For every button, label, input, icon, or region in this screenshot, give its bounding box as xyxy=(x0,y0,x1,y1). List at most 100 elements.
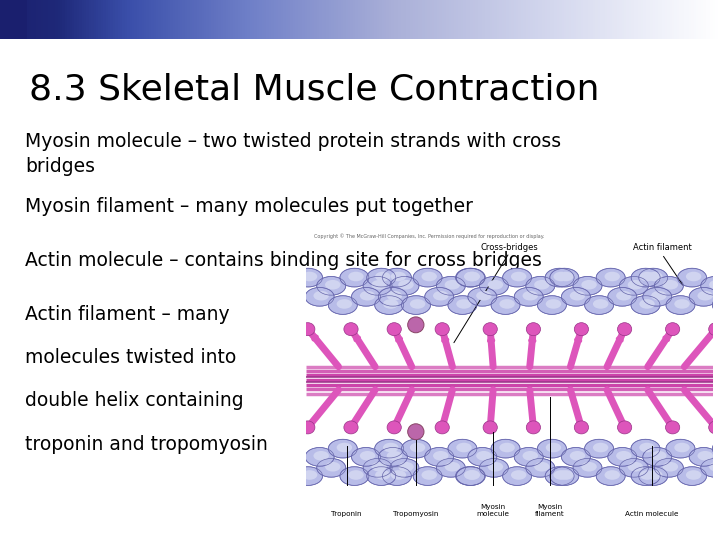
Ellipse shape xyxy=(491,296,520,314)
Bar xyxy=(571,0,574,39)
Bar xyxy=(653,0,655,39)
Bar xyxy=(698,0,701,39)
Ellipse shape xyxy=(372,280,387,289)
Ellipse shape xyxy=(408,424,424,440)
Bar xyxy=(235,0,238,39)
Bar xyxy=(315,0,317,39)
Ellipse shape xyxy=(363,276,392,295)
Ellipse shape xyxy=(665,323,680,336)
Bar xyxy=(74,0,77,39)
Ellipse shape xyxy=(562,448,590,466)
Ellipse shape xyxy=(387,451,402,461)
Ellipse shape xyxy=(305,287,334,306)
Ellipse shape xyxy=(328,296,357,314)
Bar xyxy=(408,0,410,39)
Bar xyxy=(670,0,672,39)
Ellipse shape xyxy=(328,440,357,458)
Ellipse shape xyxy=(410,443,426,453)
Bar xyxy=(413,0,415,39)
Bar xyxy=(398,0,401,39)
Ellipse shape xyxy=(573,458,602,477)
Ellipse shape xyxy=(360,291,375,301)
Bar xyxy=(7,0,9,39)
Bar xyxy=(312,0,315,39)
Ellipse shape xyxy=(639,268,667,287)
Ellipse shape xyxy=(674,299,690,309)
Bar xyxy=(516,0,518,39)
Bar xyxy=(355,0,358,39)
Bar xyxy=(394,0,396,39)
Ellipse shape xyxy=(686,272,701,281)
Ellipse shape xyxy=(639,443,654,453)
Ellipse shape xyxy=(378,287,408,306)
Bar xyxy=(243,0,245,39)
Bar xyxy=(341,0,343,39)
Ellipse shape xyxy=(698,291,713,301)
Bar xyxy=(495,0,497,39)
Bar xyxy=(146,0,149,39)
Bar xyxy=(430,0,432,39)
Ellipse shape xyxy=(483,323,498,336)
Ellipse shape xyxy=(511,272,526,281)
Bar xyxy=(610,0,612,39)
Ellipse shape xyxy=(674,443,690,453)
Bar xyxy=(331,0,333,39)
Bar xyxy=(540,0,542,39)
Ellipse shape xyxy=(619,458,649,477)
Ellipse shape xyxy=(503,268,531,287)
Ellipse shape xyxy=(503,467,531,485)
Ellipse shape xyxy=(662,280,678,289)
Ellipse shape xyxy=(647,470,662,480)
Bar xyxy=(547,0,549,39)
Ellipse shape xyxy=(302,272,318,281)
Ellipse shape xyxy=(302,470,318,480)
Ellipse shape xyxy=(390,458,419,477)
Bar xyxy=(499,0,502,39)
Bar xyxy=(451,0,454,39)
Ellipse shape xyxy=(464,272,480,281)
Bar xyxy=(567,0,569,39)
Bar xyxy=(660,0,662,39)
Ellipse shape xyxy=(546,299,561,309)
Ellipse shape xyxy=(480,458,508,477)
Ellipse shape xyxy=(421,272,437,281)
Ellipse shape xyxy=(487,280,503,289)
Bar xyxy=(343,0,346,39)
Bar xyxy=(432,0,434,39)
Ellipse shape xyxy=(562,287,590,306)
Bar xyxy=(225,0,228,39)
Bar xyxy=(423,0,425,39)
Ellipse shape xyxy=(413,268,442,287)
Ellipse shape xyxy=(301,323,315,336)
Ellipse shape xyxy=(701,458,720,477)
Ellipse shape xyxy=(558,470,574,480)
Ellipse shape xyxy=(631,296,660,314)
Bar xyxy=(17,0,19,39)
Bar xyxy=(286,0,288,39)
Ellipse shape xyxy=(387,291,402,301)
Ellipse shape xyxy=(573,276,602,295)
Bar xyxy=(115,0,117,39)
Ellipse shape xyxy=(575,421,588,434)
Ellipse shape xyxy=(435,421,449,434)
Bar xyxy=(482,0,485,39)
Bar xyxy=(245,0,247,39)
Ellipse shape xyxy=(425,448,454,466)
Bar xyxy=(207,0,209,39)
Bar xyxy=(449,0,451,39)
Bar xyxy=(214,0,216,39)
Text: Actin molecule – contains binding site for cross bridges: Actin molecule – contains binding site f… xyxy=(25,251,542,270)
Text: Myosin
molecule: Myosin molecule xyxy=(477,504,510,517)
Bar xyxy=(86,0,89,39)
Bar xyxy=(53,0,55,39)
Bar xyxy=(279,0,281,39)
Bar xyxy=(290,0,293,39)
Bar xyxy=(65,0,67,39)
Bar xyxy=(4,2,24,28)
Bar xyxy=(655,0,657,39)
Ellipse shape xyxy=(402,296,431,314)
Text: Actin filament: Actin filament xyxy=(633,242,691,252)
Bar xyxy=(175,0,178,39)
Ellipse shape xyxy=(631,440,660,458)
Bar xyxy=(55,0,58,39)
